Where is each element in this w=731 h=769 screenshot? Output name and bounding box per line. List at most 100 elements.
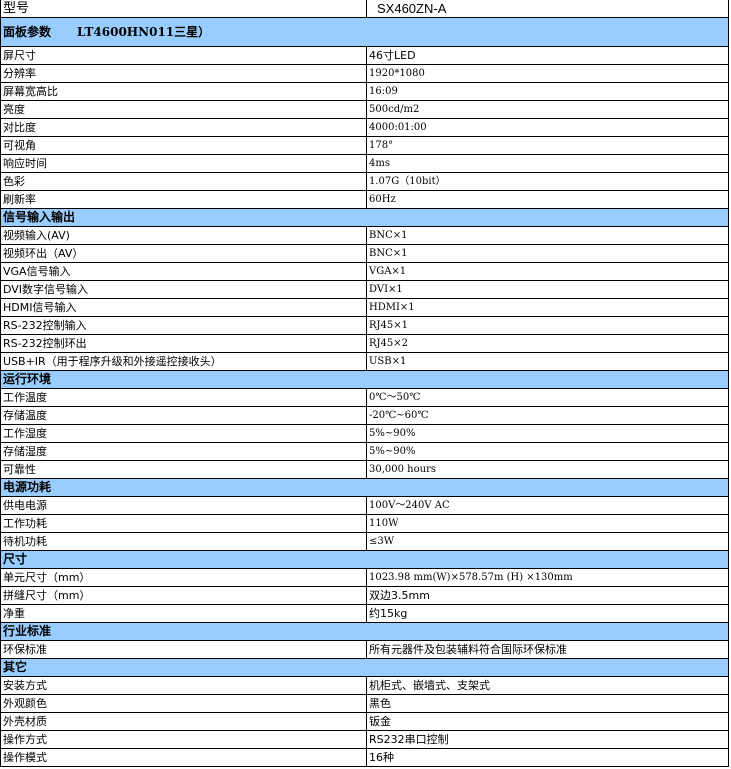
spec-label: 工作温度 — [0, 388, 367, 407]
section-header: 其它 — [0, 658, 729, 677]
model-value: SX460ZN-A — [366, 0, 729, 18]
section-title-cell: 其它 — [0, 658, 729, 677]
spec-row: 外观颜色 黑色 — [0, 694, 729, 713]
spec-row: 分辨率 1920*1080 — [0, 64, 729, 83]
spec-label: 对比度 — [0, 118, 367, 137]
spec-value: 黑色 — [366, 694, 729, 713]
spec-row: 环保标准 所有元器件及包装辅料符合国际环保标准 — [0, 640, 729, 659]
model-row: 型号 SX460ZN-A — [0, 0, 729, 18]
spec-row: 安装方式 机柜式、嵌墙式、支架式 — [0, 676, 729, 695]
spec-label: 安装方式 — [0, 676, 367, 695]
spec-label: 拼缝尺寸（mm） — [0, 586, 367, 605]
section-title: 信号输入输出 — [3, 210, 76, 224]
spec-row: 工作功耗 110W — [0, 514, 729, 533]
section-title-cell: 信号输入输出 — [0, 208, 729, 227]
spec-label: RS-232控制输入 — [0, 316, 367, 335]
spec-value: 4ms — [366, 154, 729, 173]
spec-value: 100V～240V AC — [366, 496, 729, 515]
spec-label: 可视角 — [0, 136, 367, 155]
section-title: 面板参数 — [3, 24, 52, 39]
spec-value: 16种 — [366, 748, 729, 767]
spec-label: 外壳材质 — [0, 712, 367, 731]
spec-label: 工作湿度 — [0, 424, 367, 443]
spec-label: DVI数字信号输入 — [0, 280, 367, 299]
spec-row: 亮度 500cd/m2 — [0, 100, 729, 119]
spec-label: RS-232控制环出 — [0, 334, 367, 353]
spec-row: 待机功耗 ≤3W — [0, 532, 729, 551]
spec-value: 1023.98 mm(W)×578.57m (H) ×130mm — [366, 568, 729, 587]
spec-row: VGA信号输入 VGA×1 — [0, 262, 729, 281]
spec-value: 双边3.5mm — [366, 586, 729, 605]
section-subtitle: LT4600HN011三星） — [77, 24, 211, 39]
section-header: 面板参数 LT4600HN011三星） — [0, 17, 729, 47]
spec-row: 工作湿度 5%~90% — [0, 424, 729, 443]
spec-row: 净重 约15kg — [0, 604, 729, 623]
spec-row: RS-232控制输入 RJ45×1 — [0, 316, 729, 335]
spec-row: 视频环出（AV） BNC×1 — [0, 244, 729, 263]
spec-value: 1.07G（10bit） — [366, 172, 729, 191]
spec-label: 亮度 — [0, 100, 367, 119]
section-header: 行业标准 — [0, 622, 729, 641]
spec-label: 响应时间 — [0, 154, 367, 173]
section-title: 电源功耗 — [3, 480, 52, 494]
spec-label: 供电电源 — [0, 496, 367, 515]
spec-label: 视频环出（AV） — [0, 244, 367, 263]
section-header: 运行环境 — [0, 370, 729, 389]
spec-value: 178° — [366, 136, 729, 155]
spec-label: 操作方式 — [0, 730, 367, 749]
section-header: 尺寸 — [0, 550, 729, 569]
spec-label: 色彩 — [0, 172, 367, 191]
spec-label: 屏幕宽高比 — [0, 82, 367, 101]
spec-label: 刷新率 — [0, 190, 367, 209]
spec-value: USB×1 — [366, 352, 729, 371]
section-title-cell: 运行环境 — [0, 370, 729, 389]
spec-row: 视频输入(AV) BNC×1 — [0, 226, 729, 245]
model-label: 型号 — [0, 0, 367, 18]
section-title-cell: 电源功耗 — [0, 478, 729, 497]
spec-row: 操作方式 RS232串口控制 — [0, 730, 729, 749]
spec-row: DVI数字信号输入 DVI×1 — [0, 280, 729, 299]
section-title: 行业标准 — [3, 624, 52, 638]
spec-row: 屏尺寸 46寸LED — [0, 46, 729, 65]
section-title-cell: 行业标准 — [0, 622, 729, 641]
spec-value: 4000:01:00 — [366, 118, 729, 137]
spec-label: 单元尺寸（mm） — [0, 568, 367, 587]
spec-value: 46寸LED — [366, 46, 729, 65]
spec-row: 对比度 4000:01:00 — [0, 118, 729, 137]
spec-row: 操作模式 16种 — [0, 748, 729, 767]
spec-row: 供电电源 100V～240V AC — [0, 496, 729, 515]
spec-value: 1920*1080 — [366, 64, 729, 83]
spec-label: 操作模式 — [0, 748, 367, 767]
spec-label: 存储湿度 — [0, 442, 367, 461]
spec-value: HDMI×1 — [366, 298, 729, 317]
spec-value: RJ45×1 — [366, 316, 729, 335]
spec-label: 待机功耗 — [0, 532, 367, 551]
spec-row: 拼缝尺寸（mm） 双边3.5mm — [0, 586, 729, 605]
spec-label: 净重 — [0, 604, 367, 623]
spec-row: 可靠性 30,000 hours — [0, 460, 729, 479]
spec-value: RS232串口控制 — [366, 730, 729, 749]
spec-label: 视频输入(AV) — [0, 226, 367, 245]
spec-label: VGA信号输入 — [0, 262, 367, 281]
spec-label: HDMI信号输入 — [0, 298, 367, 317]
spec-value: 30,000 hours — [366, 460, 729, 479]
spec-row: RS-232控制环出 RJ45×2 — [0, 334, 729, 353]
spec-label: 环保标准 — [0, 640, 367, 659]
spec-row: 存储湿度 5%~90% — [0, 442, 729, 461]
spec-row: 响应时间 4ms — [0, 154, 729, 173]
section-title-cell: 尺寸 — [0, 550, 729, 569]
spec-row: 屏幕宽高比 16:09 — [0, 82, 729, 101]
spec-label: 工作功耗 — [0, 514, 367, 533]
spec-value: BNC×1 — [366, 226, 729, 245]
spec-label: 外观颜色 — [0, 694, 367, 713]
spec-row: 工作温度 0℃～50℃ — [0, 388, 729, 407]
spec-value: DVI×1 — [366, 280, 729, 299]
spec-value: BNC×1 — [366, 244, 729, 263]
spec-value: 机柜式、嵌墙式、支架式 — [366, 676, 729, 695]
spec-row: 单元尺寸（mm） 1023.98 mm(W)×578.57m (H) ×130mm — [0, 568, 729, 587]
spec-value: 0℃～50℃ — [366, 388, 729, 407]
spec-label: 可靠性 — [0, 460, 367, 479]
spec-label: 存储温度 — [0, 406, 367, 425]
section-title: 尺寸 — [3, 552, 28, 566]
